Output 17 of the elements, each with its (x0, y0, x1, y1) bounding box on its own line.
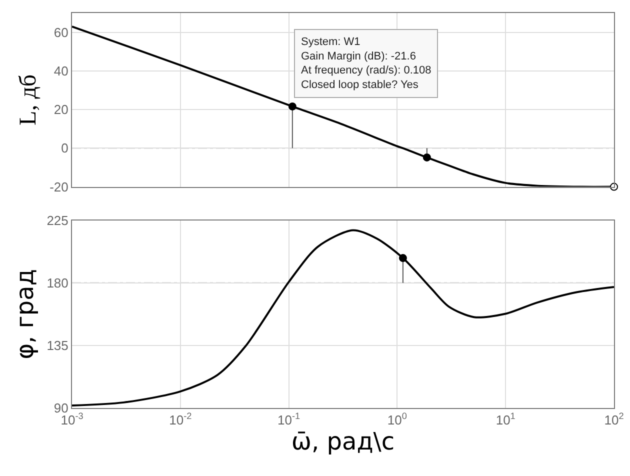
y-tick-label: 60 (54, 24, 68, 40)
y-axis-title: L, дб (16, 74, 42, 126)
y-tick-label: 40 (54, 63, 68, 78)
y-tick-label: -20 (50, 179, 68, 194)
y-tick-label: 0 (61, 140, 68, 156)
y-tick-label: 225 (46, 212, 68, 228)
x-tick-label: 10$^{2}$ (604, 411, 624, 428)
y-tick-label: 20 (54, 102, 68, 118)
y-tick-label: 180 (46, 275, 68, 290)
annotation: System: W1 Gain Margin (dB): -21.6 At frequency (rad/s): 0.108 Closed loop stable? Yes (301, 36, 432, 91)
x-tick-label: 10$^{0}$ (387, 411, 407, 428)
y-tick-label: 135 (46, 338, 68, 354)
x-axis-title: ω̄, рад\c (291, 428, 395, 456)
y-axis-title: φ, град (10, 269, 39, 360)
x-tick-label: 10$^{-2}$ (169, 411, 192, 428)
x-tick-label: 10$^{1}$ (496, 411, 516, 428)
x-tick-label: 10$^{-1}$ (278, 411, 300, 428)
